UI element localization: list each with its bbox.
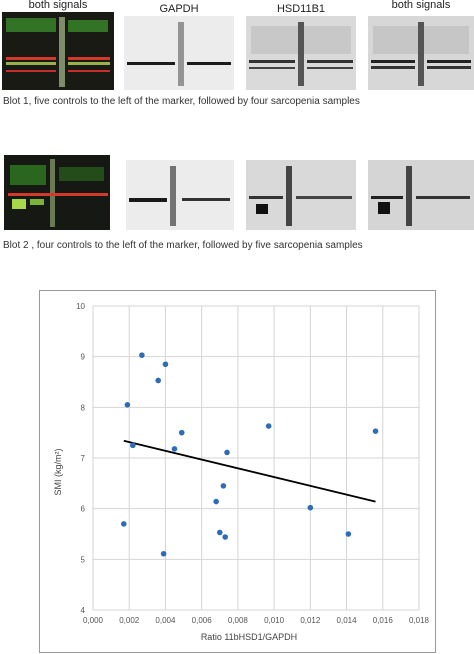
- data-point: [130, 442, 136, 449]
- x-tick-label: 0,018: [409, 616, 430, 625]
- data-point: [307, 504, 314, 511]
- blot1-hsd11b1-image: [246, 16, 356, 90]
- trendline: [123, 439, 376, 503]
- data-point: [213, 498, 219, 505]
- y-tick-labels: 4 5 6 7 8 9 10: [76, 302, 85, 615]
- y-tick-label: 6: [81, 505, 86, 514]
- blot2-both-signals-image: [4, 155, 110, 230]
- chart-grid: [92, 305, 420, 611]
- data-point: [345, 531, 352, 537]
- data-points: [120, 352, 379, 557]
- y-tick-label: 4: [81, 606, 86, 615]
- y-tick-label: 7: [81, 454, 86, 463]
- x-tick-label: 0,008: [228, 616, 249, 625]
- data-point: [224, 449, 230, 456]
- y-tick-label: 10: [76, 302, 85, 311]
- blot1-label-both-signals-2: both signals: [391, 0, 451, 11]
- blot1-label-hsd11b1: HSD11B1: [276, 3, 326, 15]
- data-point: [139, 352, 145, 358]
- blot1-both-signals-image-2: [368, 16, 474, 90]
- data-point: [222, 534, 229, 540]
- data-point: [265, 423, 272, 429]
- y-tick-label: 9: [81, 353, 86, 362]
- blot1-gapdh-image: [124, 16, 234, 90]
- data-point: [160, 550, 167, 557]
- blot2-hsd11b1-image: [246, 160, 356, 230]
- x-tick-label: 0,016: [373, 616, 394, 625]
- x-tick-label: 0,010: [264, 616, 285, 625]
- data-point: [178, 429, 185, 436]
- y-tick-label: 5: [81, 555, 86, 564]
- x-tick-label: 0,006: [192, 616, 213, 625]
- data-point: [171, 446, 178, 452]
- x-axis-label: Ratio 11bHSD1/GAPDH: [201, 632, 297, 642]
- x-tick-labels: 0,000 0,002 0,004 0,006 0,008 0,010 0,012 0,014…: [83, 616, 430, 625]
- data-point: [162, 361, 169, 368]
- x-tick-label: 0,014: [337, 616, 358, 625]
- blot1-label-both-signals: both signals: [28, 0, 88, 11]
- data-point: [124, 402, 131, 408]
- data-point: [372, 428, 379, 434]
- data-point: [155, 377, 161, 384]
- x-tick-label: 0,002: [119, 616, 140, 625]
- blot2-gapdh-image: [126, 160, 234, 230]
- x-tick-label: 0,012: [300, 616, 321, 625]
- x-tick-label: 0,004: [155, 616, 176, 625]
- blot1-caption: Blot 1, five controls to the left of the…: [3, 96, 360, 107]
- y-axis-label: SMI (kg/m²): [53, 449, 63, 496]
- data-point: [120, 521, 127, 527]
- x-tick-label: 0,000: [83, 616, 104, 625]
- data-point: [216, 529, 223, 536]
- blot1-both-signals-image: [2, 12, 114, 90]
- y-tick-label: 8: [81, 403, 86, 412]
- blot2-both-signals-image-2: [368, 160, 474, 230]
- data-point: [220, 483, 227, 489]
- blot1-label-gapdh: GAPDH: [159, 3, 199, 15]
- blot2-caption: Blot 2 , four controls to the left of th…: [3, 240, 363, 251]
